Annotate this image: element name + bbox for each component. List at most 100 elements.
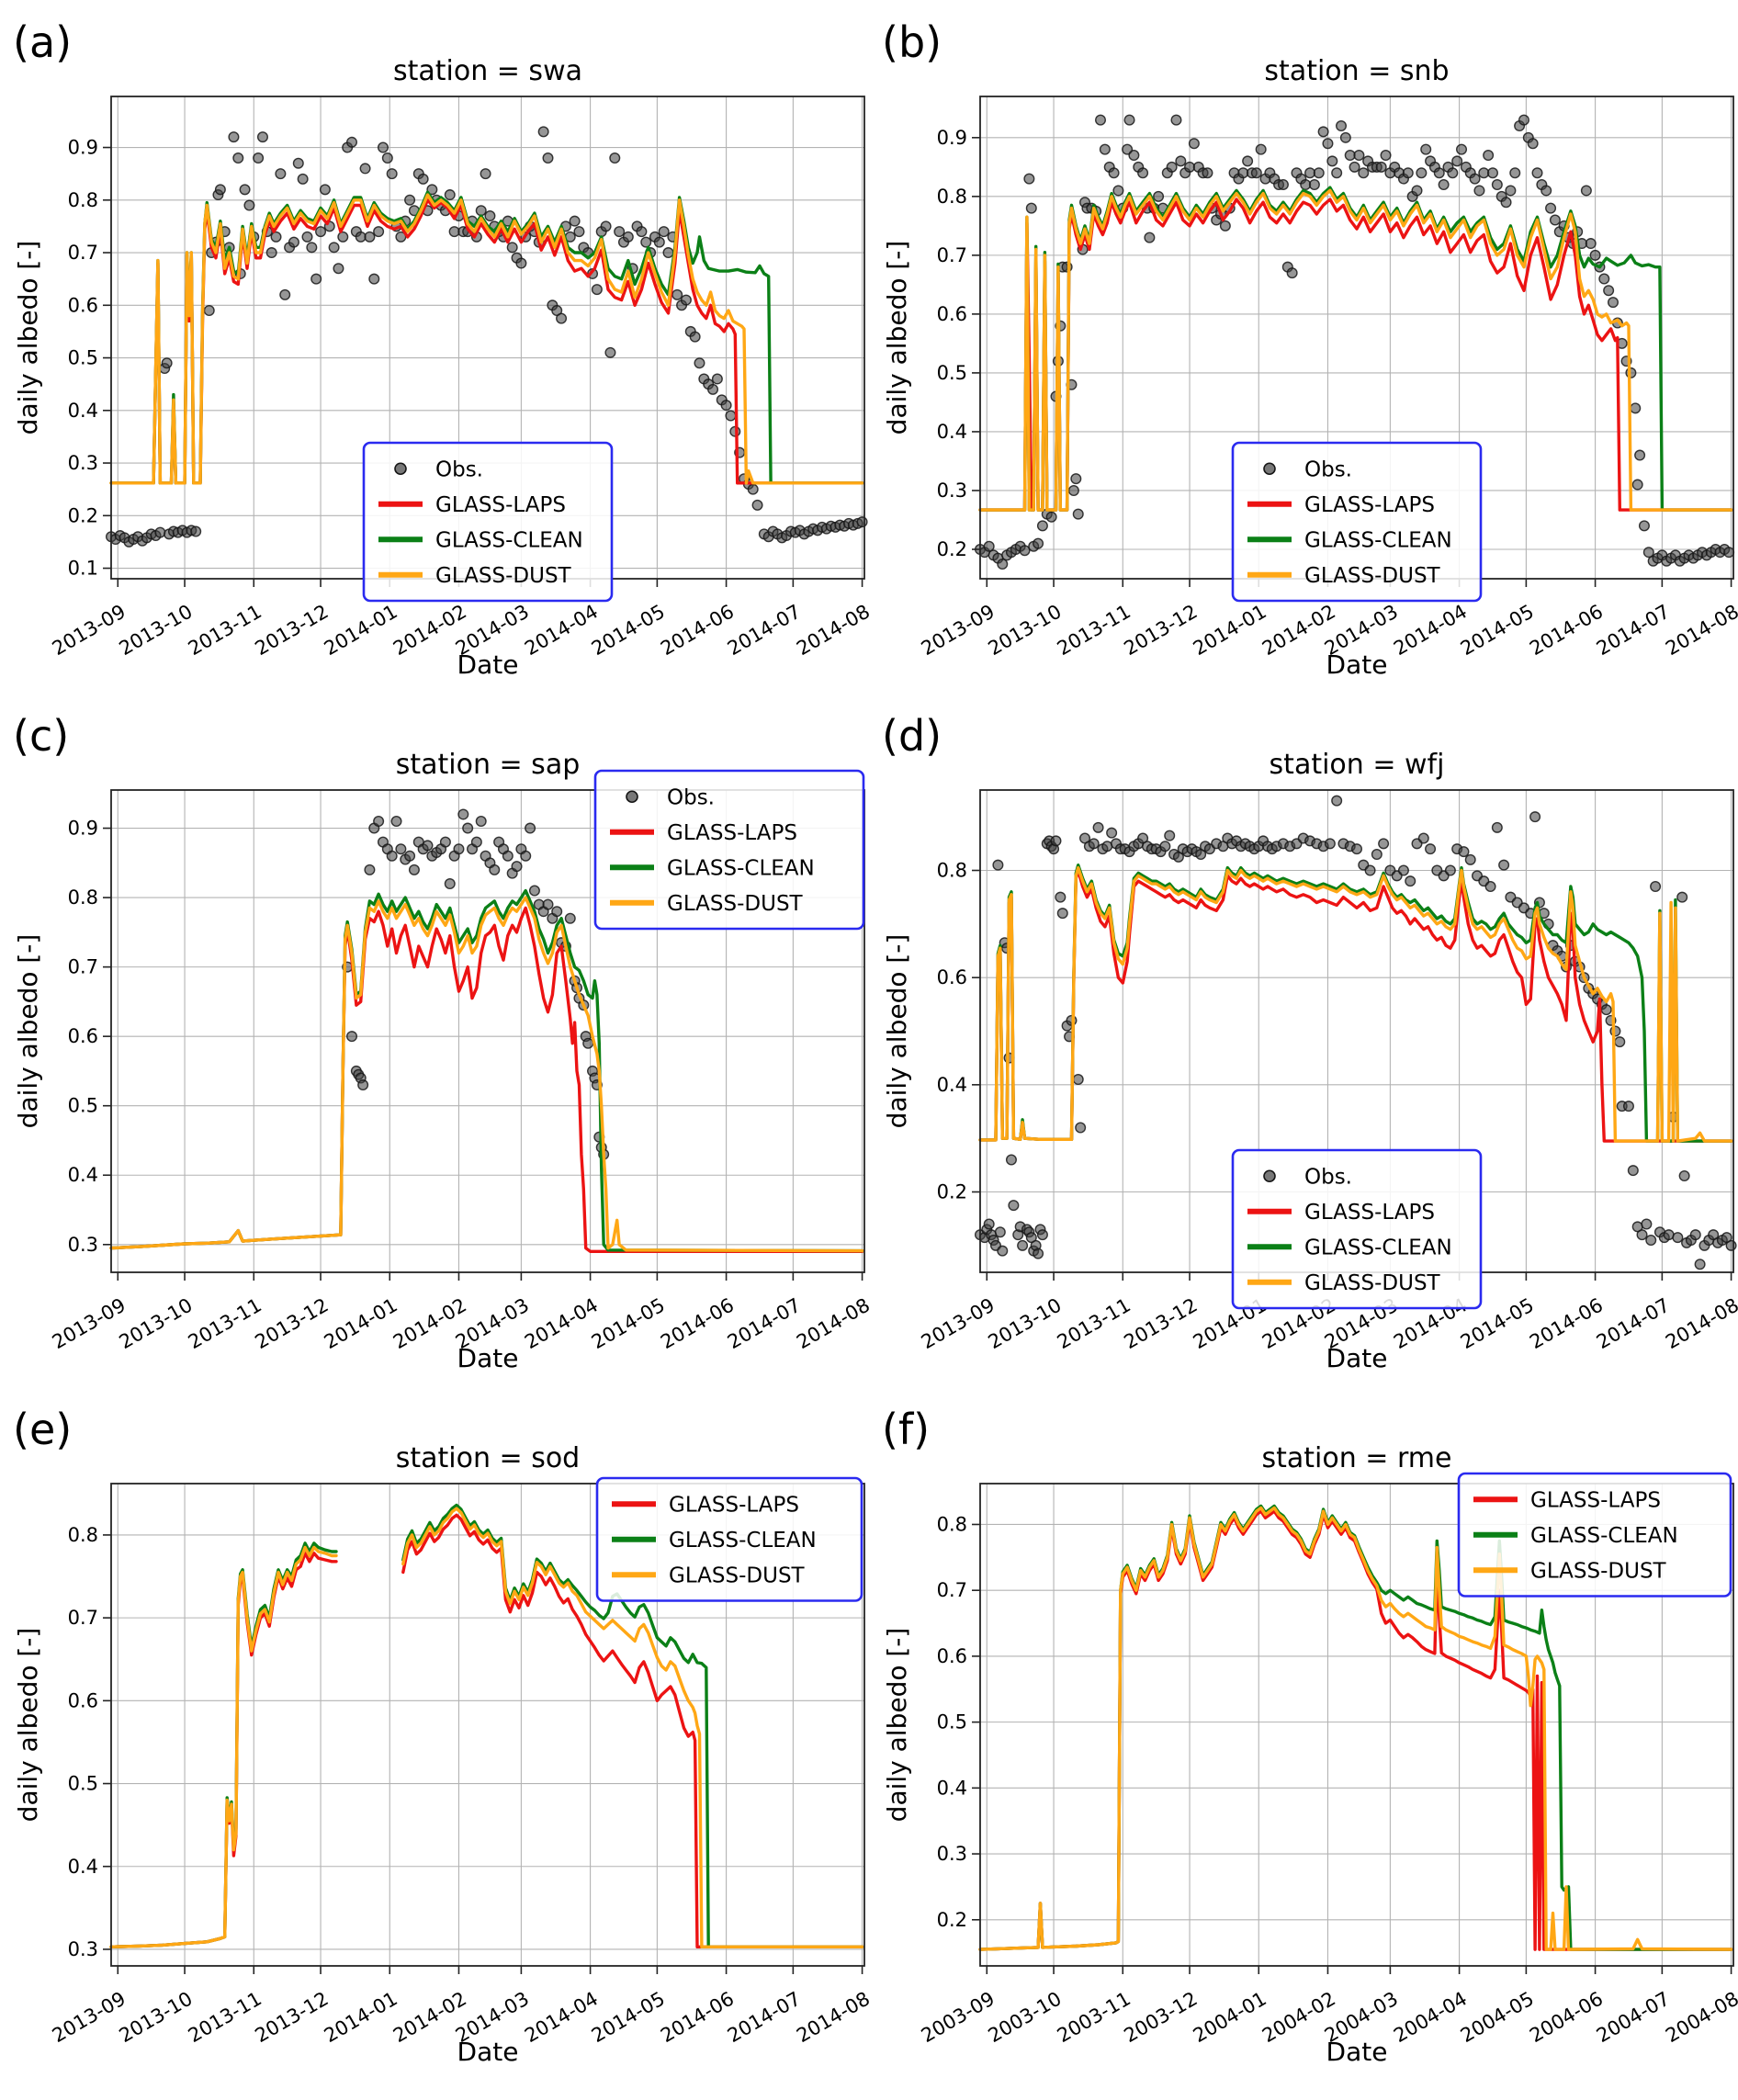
y-tick-label: 0.8 — [937, 186, 967, 208]
tick-marks — [972, 137, 1732, 587]
tick-marks — [972, 1523, 1732, 1974]
x-axis-label: Date — [457, 1343, 519, 1373]
x-tick-label: 2014-05 — [588, 1294, 669, 1354]
panel-snb: (b) 2013-09 2013-10 2013-11 2013-12 2014-01 20… — [869, 0, 1738, 694]
x-tick-label: 2014-06 — [1526, 601, 1607, 660]
legend: Obs. GLASS-LAPS GLASS-CLEAN GLASS-DUST — [1231, 441, 1483, 603]
x-tick-label: 2014-01 — [1190, 601, 1270, 660]
tick-marks — [103, 827, 863, 1281]
legend-box — [362, 441, 614, 603]
panel-sap: (c) 2013-09 2013-10 2013-11 2013-12 2014-01 20… — [0, 694, 869, 1387]
legend-item-clean: GLASS-CLEAN — [1247, 528, 1452, 552]
legend-box — [595, 1476, 863, 1602]
obs-scatter — [974, 114, 1735, 570]
legend-item-laps: GLASS-LAPS — [1473, 1488, 1661, 1512]
legend-label-dust: GLASS-DUST — [1304, 1271, 1441, 1295]
x-tick-label: 2013-10 — [116, 601, 197, 660]
grid-lines — [111, 790, 864, 1272]
panel-letter-swa: (a) — [13, 17, 72, 67]
x-tick-label: 2014-05 — [588, 601, 669, 660]
x-tick-label: 2013-11 — [185, 601, 265, 660]
panel-title: station = swa — [393, 55, 582, 87]
legend-item-laps: GLASS-LAPS — [378, 493, 566, 517]
x-tick-label: 2014-07 — [724, 1294, 805, 1354]
legend-label-obs: Obs. — [667, 785, 715, 809]
legend-label-laps: GLASS-LAPS — [669, 1493, 799, 1517]
x-tick-label: 2013-12 — [252, 601, 333, 660]
y-axis-label: daily albedo [-] — [882, 1628, 912, 1823]
x-tick-label: 2004-08 — [1662, 1988, 1738, 2048]
legend-label-dust: GLASS-DUST — [435, 564, 572, 588]
legend-label-dust: GLASS-DUST — [1530, 1559, 1667, 1583]
y-tick-label: 0.7 — [68, 956, 98, 978]
y-tick-label: 0.2 — [68, 504, 98, 526]
panel-letter-wfj: (d) — [882, 711, 942, 761]
x-tick-label: 2013-12 — [1121, 601, 1202, 660]
x-tick-label: 2014-05 — [1457, 601, 1538, 660]
x-tick-label: 2004-05 — [1457, 1988, 1538, 2048]
legend-item-dust: GLASS-DUST — [378, 564, 572, 588]
legend-item-laps: GLASS-LAPS — [1247, 493, 1435, 517]
series-laps-line — [978, 198, 1733, 512]
x-tick-label: 2004-04 — [1390, 1988, 1471, 2048]
chart-wfj: (d)2013-092013-102013-112013-122014-0120… — [882, 711, 1738, 1373]
grid-lines — [111, 1484, 864, 1966]
y-tick-label: 0.7 — [68, 242, 98, 264]
panel-title: station = snb — [1264, 55, 1449, 87]
x-tick-label: 2014-07 — [724, 1988, 805, 2048]
legend-box — [1231, 1148, 1483, 1310]
y-tick-label: 0.8 — [68, 1524, 98, 1546]
axes-box — [110, 789, 865, 1273]
legend-label-obs: Obs. — [1304, 1165, 1352, 1189]
panel-letter-snb: (b) — [882, 17, 942, 67]
y-axis-label: daily albedo [-] — [882, 241, 912, 435]
y-tick-label: 0.5 — [937, 362, 967, 384]
x-tick-label: 2014-01 — [321, 601, 401, 660]
obs-marker-icon — [626, 790, 638, 804]
y-tick-label: 0.8 — [937, 860, 967, 882]
y-axis-label: daily albedo [-] — [13, 1628, 43, 1823]
obs-marker-icon — [1263, 462, 1276, 476]
legend-label-clean: GLASS-CLEAN — [1304, 1236, 1452, 1259]
y-axis-label: daily albedo [-] — [882, 934, 912, 1129]
axes-box — [110, 1483, 865, 1967]
x-tick-label: 2014-01 — [321, 1988, 401, 2048]
y-tick-label: 0.5 — [68, 347, 98, 369]
legend-label-obs: Obs. — [1304, 457, 1352, 481]
y-tick-label: 0.2 — [937, 1909, 967, 1931]
legend-item-obs: Obs. — [1263, 457, 1352, 481]
x-tick-label: 2013-10 — [116, 1294, 197, 1354]
y-tick-label: 0.5 — [68, 1773, 98, 1795]
legend: Obs. GLASS-LAPS GLASS-CLEAN GLASS-DUST — [362, 441, 614, 603]
y-tick-label: 0.4 — [937, 421, 967, 443]
y-tick-label: 0.7 — [937, 244, 967, 266]
obs-marker-icon — [1263, 1169, 1276, 1183]
panel-title: station = rme — [1262, 1442, 1452, 1474]
x-axis-label: Date — [457, 649, 519, 680]
legend-box — [593, 769, 865, 931]
series-dust-line — [978, 865, 1733, 1143]
y-tick-labels: 0.3 0.4 0.5 0.6 0.7 0.8 0.9 — [68, 818, 98, 1256]
y-tick-label: 0.3 — [937, 1843, 967, 1865]
y-tick-label: 0.4 — [68, 400, 98, 422]
x-tick-label: 2003-09 — [918, 1988, 999, 2048]
x-tick-label: 2014-05 — [588, 1988, 669, 2048]
legend-label-laps: GLASS-LAPS — [1304, 493, 1435, 517]
x-tick-label: 2014-06 — [657, 601, 738, 660]
legend-item-obs: Obs. — [394, 457, 483, 481]
x-axis-label: Date — [1326, 1343, 1388, 1373]
legend-item-clean: GLASS-CLEAN — [1473, 1524, 1678, 1548]
legend-item-obs: Obs. — [1263, 1165, 1352, 1189]
x-tick-label: 2003-11 — [1054, 1988, 1134, 2048]
y-tick-label: 0.3 — [68, 1234, 98, 1256]
legend-label-clean: GLASS-CLEAN — [667, 856, 815, 880]
x-tick-label: 2014-06 — [657, 1294, 738, 1354]
x-tick-label: 2004-06 — [1526, 1988, 1607, 2048]
legend-label-clean: GLASS-CLEAN — [435, 528, 583, 552]
panel-title: station = sap — [396, 749, 581, 781]
panel-letter-rme: (f) — [882, 1405, 930, 1454]
